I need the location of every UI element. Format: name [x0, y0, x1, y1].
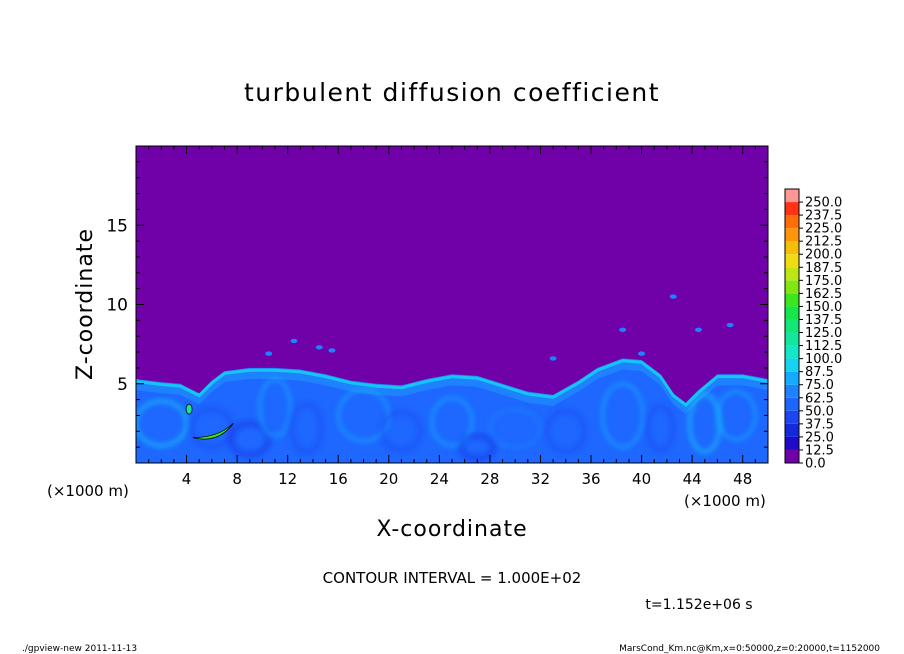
chart-title: turbulent diffusion coefficient [244, 78, 660, 107]
eddy-7 [430, 396, 474, 448]
eddy-14 [459, 434, 496, 460]
y-tick-label: 10 [106, 296, 128, 316]
colorbar-label: 175.0 [805, 274, 842, 289]
colorbar-swatch [785, 371, 799, 385]
colorbar-label: 87.5 [805, 365, 834, 380]
footer-program: ./gpview-new 2011-11-13 [22, 644, 137, 654]
x-tick-label: 48 [733, 470, 752, 488]
x-tick-label: 24 [430, 470, 449, 488]
colorbar-swatch [785, 332, 799, 346]
colorbar-label: 212.5 [805, 235, 842, 250]
colorbar-swatch [785, 358, 799, 372]
colorbar-swatch [785, 280, 799, 294]
y-tick-label: 15 [106, 216, 128, 236]
patch-7 [694, 327, 702, 333]
eddy-3 [258, 377, 292, 438]
y-tick-label: 5 [117, 375, 128, 395]
eddy-2 [229, 421, 271, 457]
colorbar-label: 125.0 [805, 326, 842, 341]
boundary-layer-edge [136, 359, 768, 408]
plot-area [136, 146, 768, 463]
x-tick-label: 28 [480, 470, 499, 488]
colorbar-swatch [785, 436, 799, 450]
eddy-4 [289, 402, 324, 454]
x-axis: 4 8 12 16 20 24 28 32 36 40 44 48 [148, 146, 756, 488]
colorbar-label: 162.5 [805, 287, 842, 302]
patch-3 [265, 351, 273, 356]
colorbar-swatch [785, 228, 799, 242]
contour-spot [185, 403, 193, 415]
eddy-11 [646, 404, 675, 452]
eddy-10 [600, 382, 645, 449]
colorbar-label: 137.5 [805, 313, 842, 328]
colorbar-label: 75.0 [805, 378, 834, 393]
colorbar-label: 112.5 [805, 339, 842, 354]
x-axis-unit-left: (×1000 m) [47, 482, 129, 500]
patch-6 [638, 351, 646, 356]
y-axis-label: Z-coordinate [73, 228, 98, 380]
eddy-8 [488, 407, 542, 449]
x-tick-label: 16 [329, 470, 348, 488]
x-tick-label: 44 [683, 470, 702, 488]
colorbar: 0.012.525.037.550.062.575.087.5100.0112.… [784, 188, 842, 472]
patch-1 [315, 345, 323, 350]
colorbar-label: 12.5 [805, 443, 834, 458]
colorbar-label: 25.0 [805, 430, 834, 445]
x-tick-label: 4 [182, 470, 192, 488]
eddy-9 [545, 409, 587, 454]
colorbar-swatch [785, 267, 799, 281]
x-tick-label: 36 [581, 470, 600, 488]
colorbar-swatch [785, 241, 799, 255]
x-tick-label: 32 [531, 470, 550, 488]
patch-9 [669, 294, 677, 299]
x-tick-label: 8 [232, 470, 242, 488]
x-tick-label: 12 [278, 470, 297, 488]
patch-2 [328, 348, 336, 353]
colorbar-swatch [785, 423, 799, 437]
colorbar-swatch [785, 215, 799, 229]
footer-source: MarsCond_Km.nc@Km,x=0:50000,z=0:20000,t=… [619, 644, 880, 654]
colorbar-label: 200.0 [805, 248, 842, 263]
colorbar-label: 250.0 [805, 196, 842, 211]
patch-5 [619, 327, 627, 333]
x-tick-label: 20 [379, 470, 398, 488]
eddy-6 [380, 410, 422, 452]
colorbar-label: 150.0 [805, 300, 842, 315]
colorbar-swatch [785, 397, 799, 411]
colorbar-label: 50.0 [805, 404, 834, 419]
colorbar-swatch [785, 410, 799, 424]
x-tick-label: 40 [632, 470, 651, 488]
eddy-13 [715, 390, 757, 441]
contour-loop [192, 423, 234, 440]
x-axis-label: X-coordinate [376, 517, 527, 542]
colorbar-swatch [785, 293, 799, 307]
patch-8 [726, 322, 734, 328]
colorbar-label: 187.5 [805, 261, 842, 276]
colorbar-swatch [785, 306, 799, 320]
colorbar-swatch [785, 384, 799, 398]
colorbar-label: 37.5 [805, 417, 834, 432]
eddy-1 [190, 407, 234, 449]
x-axis-unit-right: (×1000 m) [684, 492, 766, 510]
colorbar-label: 0.0 [805, 457, 826, 472]
colorbar-swatch [785, 254, 799, 268]
time-label: t=1.152e+06 s [645, 597, 752, 613]
colorbar-swatch [785, 449, 799, 463]
colorbar-label: 237.5 [805, 209, 842, 224]
y-axis: 5 10 15 [106, 161, 768, 448]
turbulence-detail [136, 294, 757, 460]
contour-interval: CONTOUR INTERVAL = 1.000E+02 [323, 569, 582, 587]
patch-0 [290, 338, 298, 344]
patch-4 [549, 356, 557, 361]
colorbar-swatch [785, 189, 799, 203]
colorbar-label: 62.5 [805, 391, 834, 406]
colorbar-label: 100.0 [805, 352, 842, 367]
colorbar-swatch [785, 345, 799, 359]
colorbar-label: 225.0 [805, 222, 842, 237]
colorbar-frame [784, 188, 800, 464]
eddy-0 [136, 399, 189, 448]
colorbar-swatch [785, 202, 799, 216]
colorbar-swatch [785, 319, 799, 333]
